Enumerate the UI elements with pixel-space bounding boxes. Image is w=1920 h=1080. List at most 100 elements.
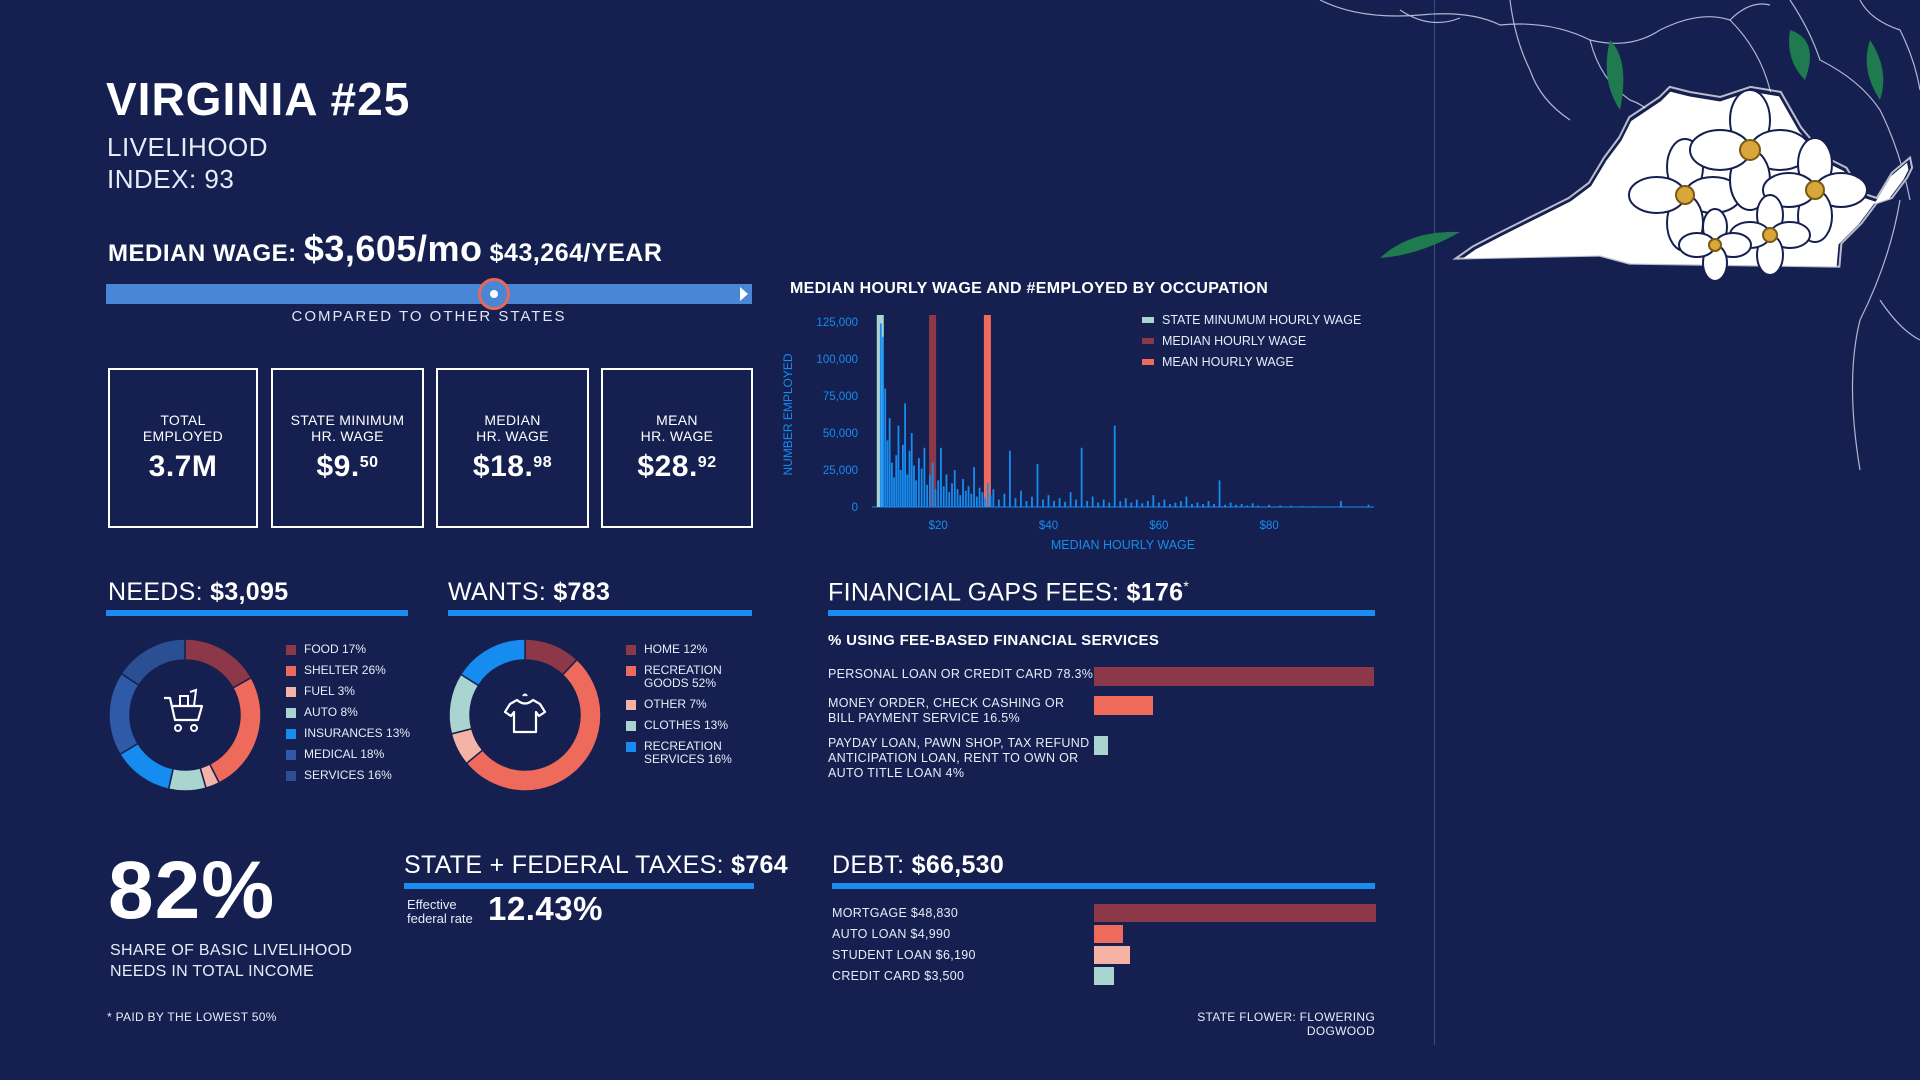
kpi-value: $28. — [637, 450, 698, 483]
occupation-bar — [1119, 501, 1122, 507]
occupation-bar — [1025, 501, 1028, 507]
y-tick-label: 100,000 — [816, 354, 858, 366]
effective-rate-label-line: Effective — [407, 897, 457, 912]
legend-swatch — [286, 771, 296, 781]
fees-rule — [828, 610, 1375, 616]
subtitle-livelihood: LIVELIHOOD — [107, 132, 269, 162]
kpi-value-cents: 92 — [697, 454, 717, 471]
occupation-bar — [1141, 503, 1144, 507]
y-tick-label: 25,000 — [823, 465, 858, 477]
kpi-label: MEDIAN — [484, 412, 541, 428]
occupation-bar — [1031, 496, 1033, 507]
legend-swatch — [286, 750, 296, 760]
wants-heading: WANTS: $783 — [448, 578, 610, 607]
occupation-bar — [1224, 504, 1226, 507]
occupation-bar — [1058, 498, 1061, 507]
occupation-bar — [934, 489, 937, 507]
occupation-bar — [962, 478, 964, 507]
taxes-value: $764 — [731, 851, 788, 879]
occupation-wage-chart: 125,000 100,000 75,000 50,000 25,000 0 $20 $40 $… — [781, 313, 1374, 552]
occupation-bar — [1113, 425, 1116, 507]
occupation-bar — [899, 470, 902, 507]
bar — [1094, 967, 1115, 985]
occupation-bar — [1240, 504, 1243, 507]
shopping-cart-icon — [158, 686, 212, 740]
occupation-bar — [1185, 496, 1188, 507]
occupation-bar — [1290, 505, 1293, 507]
taxes-heading: STATE + FEDERAL TAXES: $764 — [404, 851, 788, 880]
occupation-bar — [1218, 480, 1221, 507]
kpi-label: HR. WAGE — [311, 428, 384, 444]
legend-swatch — [286, 666, 296, 676]
kpi-label: STATE MINIMUM — [290, 412, 405, 428]
occupation-bar — [923, 447, 926, 507]
bar-label: PAYDAY LOAN, PAWN SHOP, TAX REFUND ANTICI… — [828, 736, 1090, 780]
occupation-bar — [1229, 502, 1232, 507]
dogwood-leaves — [1380, 30, 1884, 258]
occupation-bar — [884, 388, 887, 507]
occupation-bar — [1157, 502, 1160, 507]
legend-item: AUTO 8% — [286, 706, 358, 719]
legend-item: OTHER 7% — [626, 698, 707, 711]
occupation-bar — [1279, 505, 1282, 507]
legend-item: MEDICAL 18% — [286, 748, 384, 761]
taxes-rule — [404, 883, 754, 889]
bar-label: MONEY ORDER, CHECK CASHING OR BILL PAYMEN… — [828, 696, 1065, 725]
fees-value: $176 — [1126, 578, 1184, 607]
legend-swatch — [626, 666, 636, 676]
occupation-bar — [953, 470, 956, 507]
bar-label: MORTGAGE $48,830 — [832, 906, 959, 920]
occupation-bar — [1367, 504, 1370, 507]
occupation-bar — [942, 486, 945, 507]
kpi-value: $18. — [472, 450, 534, 483]
occupation-bar — [910, 433, 913, 507]
occupation-bar — [1202, 504, 1204, 507]
footnote: * PAID BY THE LOWEST 50% — [107, 1010, 277, 1024]
legend-swatch — [626, 721, 636, 731]
legend-swatch — [286, 645, 296, 655]
bar-label: STUDENT LOAN $6,190 — [832, 948, 976, 962]
occupation-bar — [1009, 450, 1011, 507]
occupation-bar — [1174, 502, 1177, 507]
occupation-bar — [1069, 492, 1072, 507]
legend-label: RECREATION SERVICES 16% — [644, 739, 732, 766]
legend-item: CLOTHES 13% — [626, 719, 728, 732]
occupation-bar — [1213, 504, 1215, 507]
occupation-bar — [1003, 493, 1006, 507]
bar — [1094, 904, 1376, 922]
occupation-bar — [1257, 505, 1260, 507]
occupation-bar — [981, 492, 984, 507]
fees-bar-chart: PERSONAL LOAN OR CREDIT CARD 78.3% MONEY … — [828, 660, 1376, 790]
t-shirt-icon — [500, 690, 550, 740]
occupation-bar — [1091, 496, 1094, 507]
legend-label: OTHER 7% — [644, 697, 707, 711]
occupation-bar — [986, 483, 989, 507]
y-tick-label: 0 — [852, 502, 858, 514]
x-tick-label: $80 — [1260, 520, 1279, 532]
occupation-bar — [978, 487, 981, 507]
wants-rule — [448, 610, 752, 616]
occupation-bar — [1268, 504, 1271, 507]
kpi-label: TOTAL — [160, 412, 206, 428]
legend-label: SERVICES 16% — [304, 768, 392, 782]
occupation-bar — [901, 444, 904, 507]
occupation-bar — [1047, 495, 1050, 507]
occupation-bar — [937, 480, 940, 507]
occupation-bar — [1196, 502, 1199, 507]
donut-slice — [108, 672, 140, 756]
occupation-bar — [951, 483, 953, 507]
occupation-bar — [1312, 506, 1315, 507]
occupation-bar — [1097, 502, 1100, 507]
legend-label: CLOTHES 13% — [644, 718, 729, 732]
kpi-total-employed: TOTAL EMPLOYED 3.7M — [108, 368, 258, 528]
donut-slice — [208, 676, 262, 784]
legend-label: HOME 12% — [644, 642, 708, 656]
occupation-bar — [890, 462, 893, 507]
occupation-bar — [895, 455, 898, 507]
legend-swatch — [1142, 317, 1154, 323]
dogwood-flowers — [1628, 89, 1868, 282]
occupation-bar — [1246, 505, 1249, 507]
donut-slice — [120, 638, 186, 687]
legend-swatch — [1142, 359, 1154, 365]
wants-label: WANTS: — [448, 578, 547, 606]
